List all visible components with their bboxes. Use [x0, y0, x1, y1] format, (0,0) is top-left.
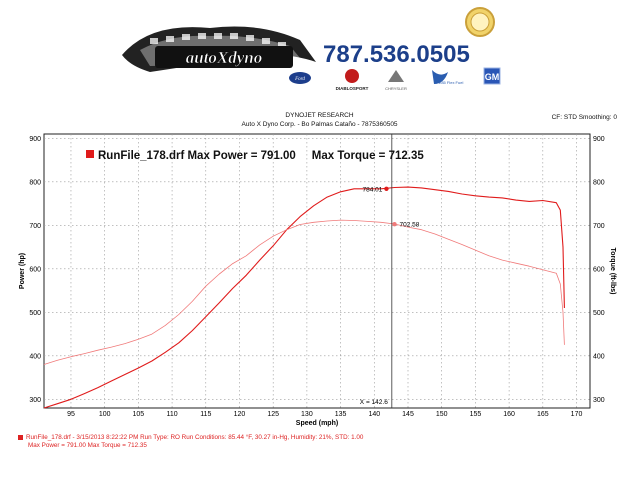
x-axis-label: Speed (mph): [296, 420, 338, 427]
annotation-point-power: [384, 186, 389, 191]
y-tick-label-left: 500: [29, 310, 41, 317]
footer-max-values: Max Power = 791.00 Max Torque = 712.35: [28, 442, 147, 449]
phone-number: 787.536.0505: [323, 41, 470, 68]
annotation-label-torque: 702.58: [400, 222, 420, 229]
logo-text: autoXdyno: [186, 48, 263, 67]
y-ticks-left: 300 400 500 600 700 800 900: [29, 136, 41, 404]
chrysler-logo: CHRYSLER: [385, 70, 407, 91]
flex-fuel-logo: E85 Flex Fuel: [432, 70, 463, 85]
y-tick-label-right: 600: [593, 266, 605, 273]
y-tick-label-right: 400: [593, 353, 605, 360]
seal-icon: [465, 7, 495, 37]
chart-subtitle: Auto X Dyno Corp. - Bo Palmas Cataño - 7…: [241, 121, 398, 128]
x-tick-label: 100: [99, 411, 111, 418]
y-axis-label-right: Torque (ft-lbs): [609, 248, 616, 295]
y-tick-label-left: 400: [29, 353, 41, 360]
y-tick-label-left: 800: [29, 179, 41, 186]
y-tick-label-right: 700: [593, 223, 605, 230]
x-tick-label: 135: [335, 411, 347, 418]
x-tick-label: 95: [67, 411, 75, 418]
x-tick-label: 105: [133, 411, 145, 418]
x-tick-label: 150: [436, 411, 448, 418]
x-tick-label: 155: [470, 411, 482, 418]
footer-run-info: RunFile_178.drf - 3/15/2013 8:22:22 PM R…: [18, 434, 363, 441]
svg-text:CHRYSLER: CHRYSLER: [385, 86, 407, 91]
svg-text:Ford: Ford: [294, 77, 305, 82]
y-ticks-right: 300 400 500 600 700 800 900: [593, 136, 605, 404]
y-tick-label-right: 900: [593, 136, 605, 143]
x-tick-label: 145: [402, 411, 414, 418]
footer-line1: RunFile_178.drf - 3/15/2013 8:22:22 PM R…: [26, 434, 364, 441]
diablosport-logo: DIABLOSPORT: [336, 69, 369, 91]
x-tick-label: 120: [234, 411, 246, 418]
series-line-power: [43, 186, 565, 409]
y-tick-label-left: 700: [29, 223, 41, 230]
x-tick-label: 140: [368, 411, 380, 418]
y-tick-label-right: 500: [593, 310, 605, 317]
plot-frame: [43, 133, 591, 409]
x-tick-label: 125: [267, 411, 279, 418]
y-tick-label-right: 800: [593, 179, 605, 186]
footer-marker: [18, 434, 23, 440]
x-tick-label: 130: [301, 411, 313, 418]
svg-text:GM: GM: [485, 72, 500, 82]
cf-smoothing-info: CF: STD Smoothing: 0: [551, 114, 617, 121]
series-line-torque: [43, 219, 565, 365]
x-tick-label: 115: [200, 411, 211, 418]
legend-text: RunFile_178.drf Max Power = 791.00 Max T…: [98, 150, 424, 162]
grid: [44, 134, 590, 408]
cursor-label: X = 142.6: [360, 399, 388, 406]
y-tick-label-left: 900: [29, 136, 41, 143]
chart-title: DYNOJET RESEARCH: [285, 112, 354, 119]
annotation-label-power: 784.01: [363, 186, 383, 193]
x-ticks: 95 100 105 110 115 120 125 130 135 140 145 150 155 16…: [67, 411, 582, 418]
legend-marker: [86, 150, 94, 158]
annotation-point-torque: [392, 222, 397, 227]
x-tick-label: 160: [503, 411, 515, 418]
y-axis-label-left: Power (hp): [19, 253, 26, 289]
x-tick-label: 170: [571, 411, 583, 418]
y-tick-label-left: 600: [29, 266, 41, 273]
y-tick-label-left: 300: [29, 397, 41, 404]
svg-text:DIABLOSPORT: DIABLOSPORT: [336, 86, 369, 91]
header-banner: autoXdyno 787.536.0505 Ford DIABLOSPORT …: [122, 7, 501, 91]
svg-text:E85 Flex Fuel: E85 Flex Fuel: [439, 80, 464, 85]
y-tick-label-right: 300: [593, 397, 605, 404]
series: [43, 186, 565, 409]
gm-logo: GM: [483, 67, 501, 85]
cursor: X = 142.6: [360, 134, 393, 408]
ford-logo: Ford: [289, 72, 311, 84]
x-tick-label: 110: [166, 411, 177, 418]
checkered-flag-logo: autoXdyno: [122, 26, 316, 72]
x-tick-label: 165: [537, 411, 549, 418]
annotations: 784.01 702.58: [363, 186, 420, 228]
